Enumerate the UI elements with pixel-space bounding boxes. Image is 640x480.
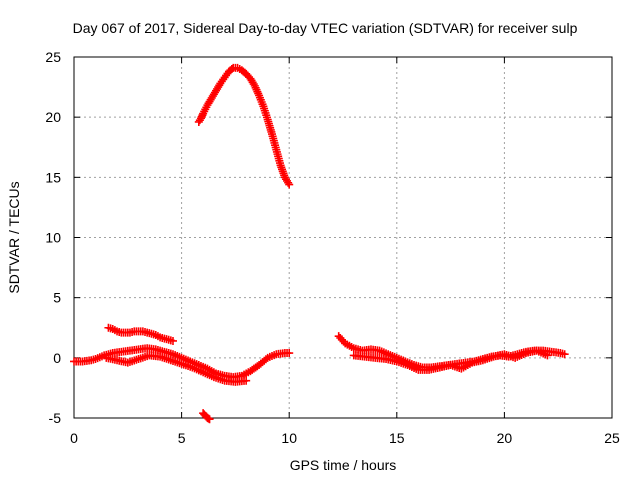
x-tick-label: 20: [497, 430, 513, 446]
x-tick-label: 25: [604, 430, 620, 446]
x-axis-label: GPS time / hours: [290, 457, 397, 473]
x-tick-label: 0: [70, 430, 78, 446]
y-tick-label: 10: [45, 230, 61, 246]
x-tick-label: 5: [178, 430, 186, 446]
data-point: [168, 336, 177, 345]
data-point: [227, 65, 236, 74]
y-tick-label: 0: [53, 350, 61, 366]
grid-lines: [74, 57, 612, 418]
data-point: [285, 180, 294, 189]
chart-title: Day 067 of 2017, Sidereal Day-to-day VTE…: [73, 20, 578, 36]
x-tick-label: 10: [281, 430, 297, 446]
data-point: [285, 349, 294, 358]
x-tick-label: 15: [389, 430, 405, 446]
axis-ticks: 0 5 10 15 20 25 -5 0 5 10 15 20 25: [45, 49, 620, 446]
y-tick-label: -5: [49, 410, 62, 426]
y-axis-label: SDTVAR / TECUs: [6, 181, 22, 293]
data-points: [70, 63, 569, 424]
y-tick-label: 5: [53, 290, 61, 306]
y-tick-label: 25: [45, 49, 61, 65]
y-tick-label: 15: [45, 169, 61, 185]
data-point: [543, 351, 552, 360]
data-point: [560, 350, 569, 359]
data-point: [284, 178, 293, 187]
data-point: [205, 415, 214, 424]
y-tick-label: 20: [45, 109, 61, 125]
data-point: [242, 376, 251, 385]
